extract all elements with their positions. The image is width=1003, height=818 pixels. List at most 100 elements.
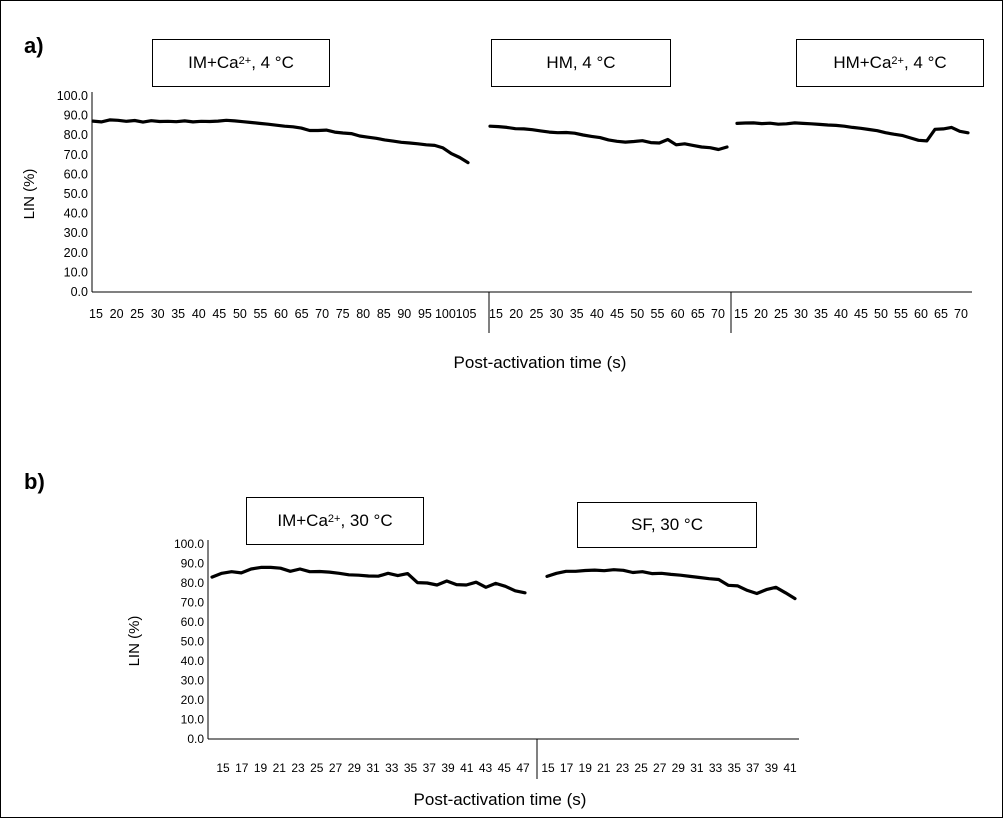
x-tick-label-b: 39 — [441, 761, 455, 775]
x-axis-title-a: Post-activation time (s) — [453, 353, 627, 372]
x-axis-title-b: Post-activation time (s) — [413, 790, 587, 809]
x-tick-label-b: 31 — [366, 761, 380, 775]
x-tick-label-b: 15 — [216, 761, 230, 775]
x-tick-label-a: 40 — [590, 307, 604, 321]
x-tick-label-a: 75 — [336, 307, 350, 321]
series-line-a-1 — [91, 118, 470, 165]
x-tick-label-a: 95 — [418, 307, 432, 321]
x-tick-label-a: 45 — [610, 307, 624, 321]
x-tick-label-a: 40 — [192, 307, 206, 321]
x-tick-label-a: 25 — [130, 307, 144, 321]
y-tick-label-a: 70.0 — [64, 148, 88, 162]
x-tick-label-a: 35 — [171, 307, 185, 321]
x-tick-label-b: 43 — [479, 761, 493, 775]
x-tick-label-a: 20 — [110, 307, 124, 321]
x-tick-label-a: 90 — [397, 307, 411, 321]
y-tick-label-b: 90.0 — [181, 557, 205, 571]
y-tick-label-a: 60.0 — [64, 167, 88, 181]
x-tick-label-b: 37 — [423, 761, 437, 775]
x-tick-label-b: 47 — [516, 761, 530, 775]
condition-box-hm-ca-4c: HM+Ca 2+, 4 °C — [796, 39, 984, 87]
x-tick-label-a: 50 — [233, 307, 247, 321]
series-line-b-1 — [210, 565, 527, 595]
x-tick-label-a: 35 — [814, 307, 828, 321]
condition-box-im-ca-4c: IM+Ca 2+, 4 °C — [152, 39, 330, 87]
x-tick-label-b: 33 — [709, 761, 723, 775]
x-tick-label-b: 29 — [348, 761, 362, 775]
y-axis-title-b: LIN (%) — [126, 616, 143, 667]
x-tick-label-a: 85 — [377, 307, 391, 321]
y-tick-label-b: 30.0 — [181, 674, 205, 688]
x-tick-label-b: 33 — [385, 761, 399, 775]
x-tick-label-b: 17 — [560, 761, 574, 775]
x-tick-label-a: 25 — [529, 307, 543, 321]
y-axis-title-a: LIN (%) — [21, 169, 38, 220]
series-line-b-2 — [545, 568, 797, 601]
x-tick-label-b: 35 — [728, 761, 742, 775]
y-tick-label-a: 80.0 — [64, 128, 88, 142]
x-tick-label-a: 15 — [89, 307, 103, 321]
series-line-a-3 — [735, 121, 970, 143]
x-tick-label-b: 45 — [498, 761, 512, 775]
x-tick-label-a: 70 — [954, 307, 968, 321]
x-tick-label-a: 55 — [894, 307, 908, 321]
x-tick-label-a: 40 — [834, 307, 848, 321]
series-line-a-2 — [488, 124, 729, 152]
x-tick-label-a: 50 — [874, 307, 888, 321]
x-tick-label-a: 35 — [570, 307, 584, 321]
condition-box-im-ca-30c: IM+Ca 2+, 30 °C — [246, 497, 424, 545]
x-tick-label-a: 60 — [914, 307, 928, 321]
x-tick-label-a: 60 — [671, 307, 685, 321]
x-tick-label-b: 19 — [579, 761, 593, 775]
x-tick-label-b: 15 — [541, 761, 555, 775]
y-tick-label-a: 40.0 — [64, 207, 88, 221]
x-tick-label-b: 31 — [690, 761, 704, 775]
x-tick-label-b: 19 — [254, 761, 268, 775]
y-tick-label-b: 0.0 — [187, 732, 204, 746]
x-tick-label-a: 50 — [630, 307, 644, 321]
x-tick-label-b: 23 — [616, 761, 630, 775]
y-tick-label-b: 20.0 — [181, 693, 205, 707]
x-tick-label-b: 25 — [634, 761, 648, 775]
x-tick-label-a: 30 — [151, 307, 165, 321]
x-tick-label-a: 55 — [651, 307, 665, 321]
x-tick-label-a: 20 — [509, 307, 523, 321]
y-tick-label-b: 100.0 — [174, 537, 204, 551]
x-tick-label-b: 21 — [597, 761, 611, 775]
x-tick-label-a: 15 — [489, 307, 503, 321]
x-tick-label-a: 30 — [550, 307, 564, 321]
x-tick-label-a: 100 — [435, 307, 456, 321]
panel-label-b: b) — [24, 469, 45, 494]
x-tick-label-a: 105 — [456, 307, 477, 321]
y-tick-label-a: 90.0 — [64, 109, 88, 123]
x-tick-label-a: 60 — [274, 307, 288, 321]
x-tick-label-a: 70 — [711, 307, 725, 321]
y-tick-label-b: 80.0 — [181, 576, 205, 590]
condition-box-sf-30c: SF, 30 °C — [577, 502, 757, 548]
x-tick-label-a: 55 — [253, 307, 267, 321]
x-tick-label-b: 37 — [746, 761, 760, 775]
x-tick-label-b: 17 — [235, 761, 249, 775]
x-tick-label-a: 45 — [212, 307, 226, 321]
x-tick-label-b: 25 — [310, 761, 324, 775]
x-tick-label-b: 27 — [653, 761, 667, 775]
x-tick-label-a: 30 — [794, 307, 808, 321]
x-tick-label-a: 80 — [356, 307, 370, 321]
x-tick-label-b: 29 — [672, 761, 686, 775]
x-tick-label-a: 65 — [691, 307, 705, 321]
x-tick-label-a: 20 — [754, 307, 768, 321]
y-tick-label-a: 100.0 — [57, 89, 88, 103]
y-tick-label-a: 20.0 — [64, 246, 88, 260]
y-tick-label-b: 50.0 — [181, 635, 205, 649]
x-tick-label-b: 41 — [783, 761, 797, 775]
x-tick-label-b: 35 — [404, 761, 418, 775]
x-tick-label-a: 25 — [774, 307, 788, 321]
x-tick-label-b: 27 — [329, 761, 343, 775]
y-tick-label-b: 40.0 — [181, 654, 205, 668]
y-tick-label-b: 70.0 — [181, 596, 205, 610]
y-tick-label-b: 10.0 — [181, 713, 205, 727]
y-tick-label-b: 60.0 — [181, 615, 205, 629]
x-tick-label-b: 39 — [765, 761, 779, 775]
x-tick-label-a: 15 — [734, 307, 748, 321]
